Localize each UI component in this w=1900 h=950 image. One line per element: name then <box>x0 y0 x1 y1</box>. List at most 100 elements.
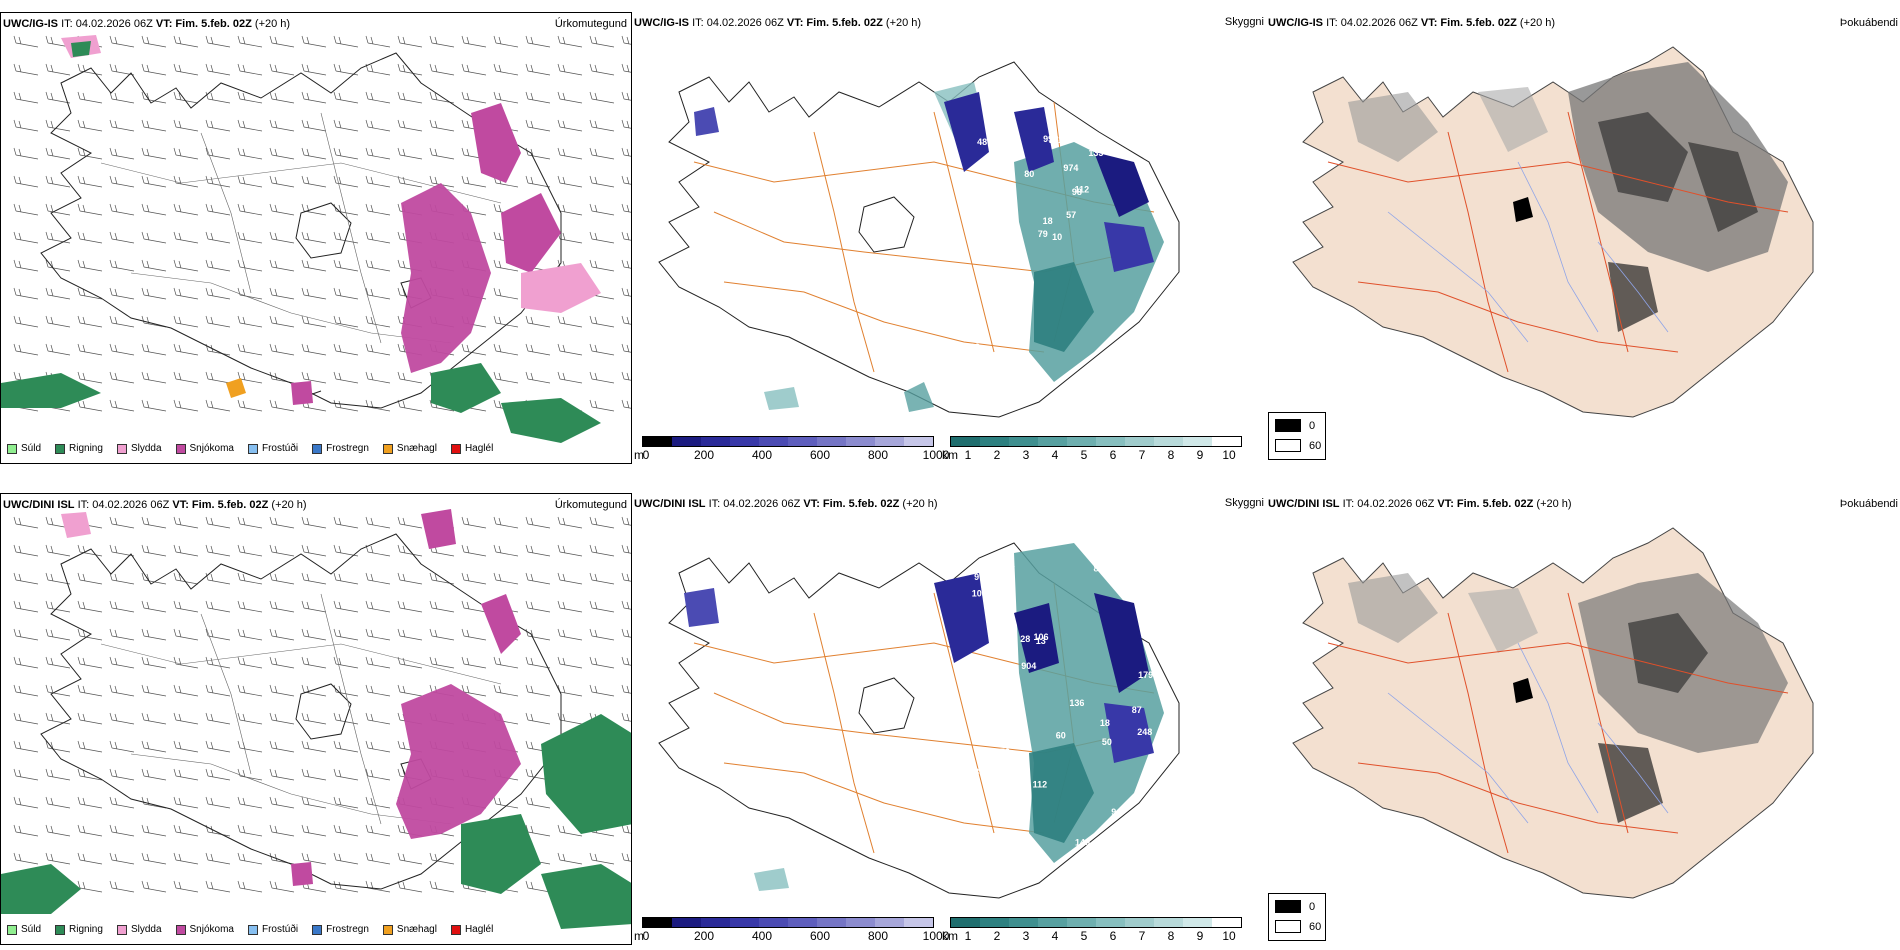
wind-barb <box>173 343 199 356</box>
legend-swatch <box>312 924 323 935</box>
wind-barb <box>333 35 359 48</box>
wind-barb <box>13 516 39 529</box>
wind-barb <box>301 259 327 272</box>
wind-barb <box>237 119 263 132</box>
legend-swatch <box>55 443 66 454</box>
colorbar-cell <box>1096 437 1125 446</box>
wind-barb <box>141 119 167 132</box>
wind-barb <box>301 35 327 48</box>
wind-barb <box>525 63 551 76</box>
panel-title-visibility: Skyggni <box>1224 16 1264 28</box>
wind-barb <box>13 147 39 160</box>
wind-barb <box>621 399 631 409</box>
colorbar-tick: 0 <box>642 929 650 943</box>
wind-barb <box>269 175 295 188</box>
wind-barb <box>109 175 135 188</box>
wind-barb <box>13 824 39 837</box>
wind-barb <box>141 600 167 613</box>
wind-barb <box>333 768 359 781</box>
wind-barb <box>557 628 583 641</box>
ceiling-label: 974 <box>1063 163 1078 173</box>
colorbar-cell <box>846 437 875 446</box>
wind-barb <box>333 371 359 384</box>
wind-barb <box>173 315 199 328</box>
wind-barb <box>13 684 39 697</box>
wind-barb <box>397 572 423 585</box>
wind-barb <box>525 684 551 697</box>
wind-barb <box>493 656 519 669</box>
wind-barb <box>237 740 263 753</box>
wind-barb <box>45 824 71 837</box>
wind-barb <box>141 343 167 356</box>
wind-barb <box>525 516 551 529</box>
wind-barb <box>77 656 103 669</box>
legend-swatch <box>312 443 323 454</box>
wind-barb <box>525 343 551 356</box>
wind-barb <box>109 656 135 669</box>
wind-barb <box>269 768 295 781</box>
wind-barb <box>141 203 167 216</box>
wind-barb <box>205 684 231 697</box>
wind-barb <box>589 91 615 104</box>
wind-barb <box>269 824 295 837</box>
wind-barb <box>557 572 583 585</box>
wind-barb <box>205 315 231 328</box>
wind-barb <box>205 119 231 132</box>
wind-barb <box>109 119 135 132</box>
wind-barb <box>109 315 135 328</box>
ceiling-label: 108 <box>1142 355 1157 365</box>
wind-barb <box>237 628 263 641</box>
wind-barb <box>173 259 199 272</box>
wind-barb <box>237 343 263 356</box>
legend-item: Slydda <box>116 443 162 454</box>
fog-map-top <box>1292 46 1814 418</box>
wind-barb <box>173 852 199 865</box>
colorbar-tick: 200 <box>693 448 715 462</box>
wind-barb <box>365 740 391 753</box>
wind-barb <box>397 147 423 160</box>
legend-item: Súld <box>7 443 41 454</box>
wind-barb <box>333 544 359 557</box>
wind-barb <box>269 371 295 384</box>
wind-barbs <box>13 35 631 412</box>
wind-barb <box>333 740 359 753</box>
lead-time: (+20 h) <box>271 499 307 511</box>
wind-barb <box>589 343 615 356</box>
wind-barb <box>269 203 295 216</box>
wind-barb <box>365 824 391 837</box>
wind-barb <box>429 119 455 132</box>
wind-barb <box>493 371 519 384</box>
ceiling-label: 13 <box>1036 636 1046 646</box>
wind-barb <box>365 231 391 244</box>
ceiling-field <box>694 92 1154 272</box>
wind-barb <box>269 63 295 76</box>
wind-barb <box>77 231 103 244</box>
colorbar-cell <box>1038 918 1067 927</box>
precip-fields <box>1 35 601 443</box>
wind-barb <box>141 740 167 753</box>
wind-barb <box>365 656 391 669</box>
colorbar-tick: 800 <box>867 448 889 462</box>
wind-barb <box>173 516 199 529</box>
wind-barb <box>13 231 39 244</box>
colorbar-tick: 3 <box>1022 929 1030 943</box>
precip-type-panel-bottom: UWC/DINI ISL IT: 04.02.2026 06Z VT: Fim.… <box>0 493 632 945</box>
wind-barb <box>45 203 71 216</box>
wind-barb <box>557 371 583 384</box>
wind-barb <box>13 343 39 356</box>
wind-barb <box>365 768 391 781</box>
wind-barb <box>45 852 71 865</box>
wind-barb <box>141 684 167 697</box>
fog-legend-label: 60 <box>1309 920 1322 933</box>
wind-barb <box>493 343 519 356</box>
wind-barb <box>77 852 103 865</box>
header-precip-bottom: UWC/DINI ISL IT: 04.02.2026 06Z VT: Fim.… <box>3 499 307 511</box>
wind-barb <box>621 656 631 666</box>
colorbar-cell <box>980 437 1009 446</box>
wind-barb <box>205 287 231 300</box>
lead-time: (+20 h) <box>1536 498 1572 510</box>
wind-barb <box>205 35 231 48</box>
wind-barb <box>237 572 263 585</box>
wind-barb <box>397 656 423 669</box>
wind-barb <box>621 91 631 101</box>
